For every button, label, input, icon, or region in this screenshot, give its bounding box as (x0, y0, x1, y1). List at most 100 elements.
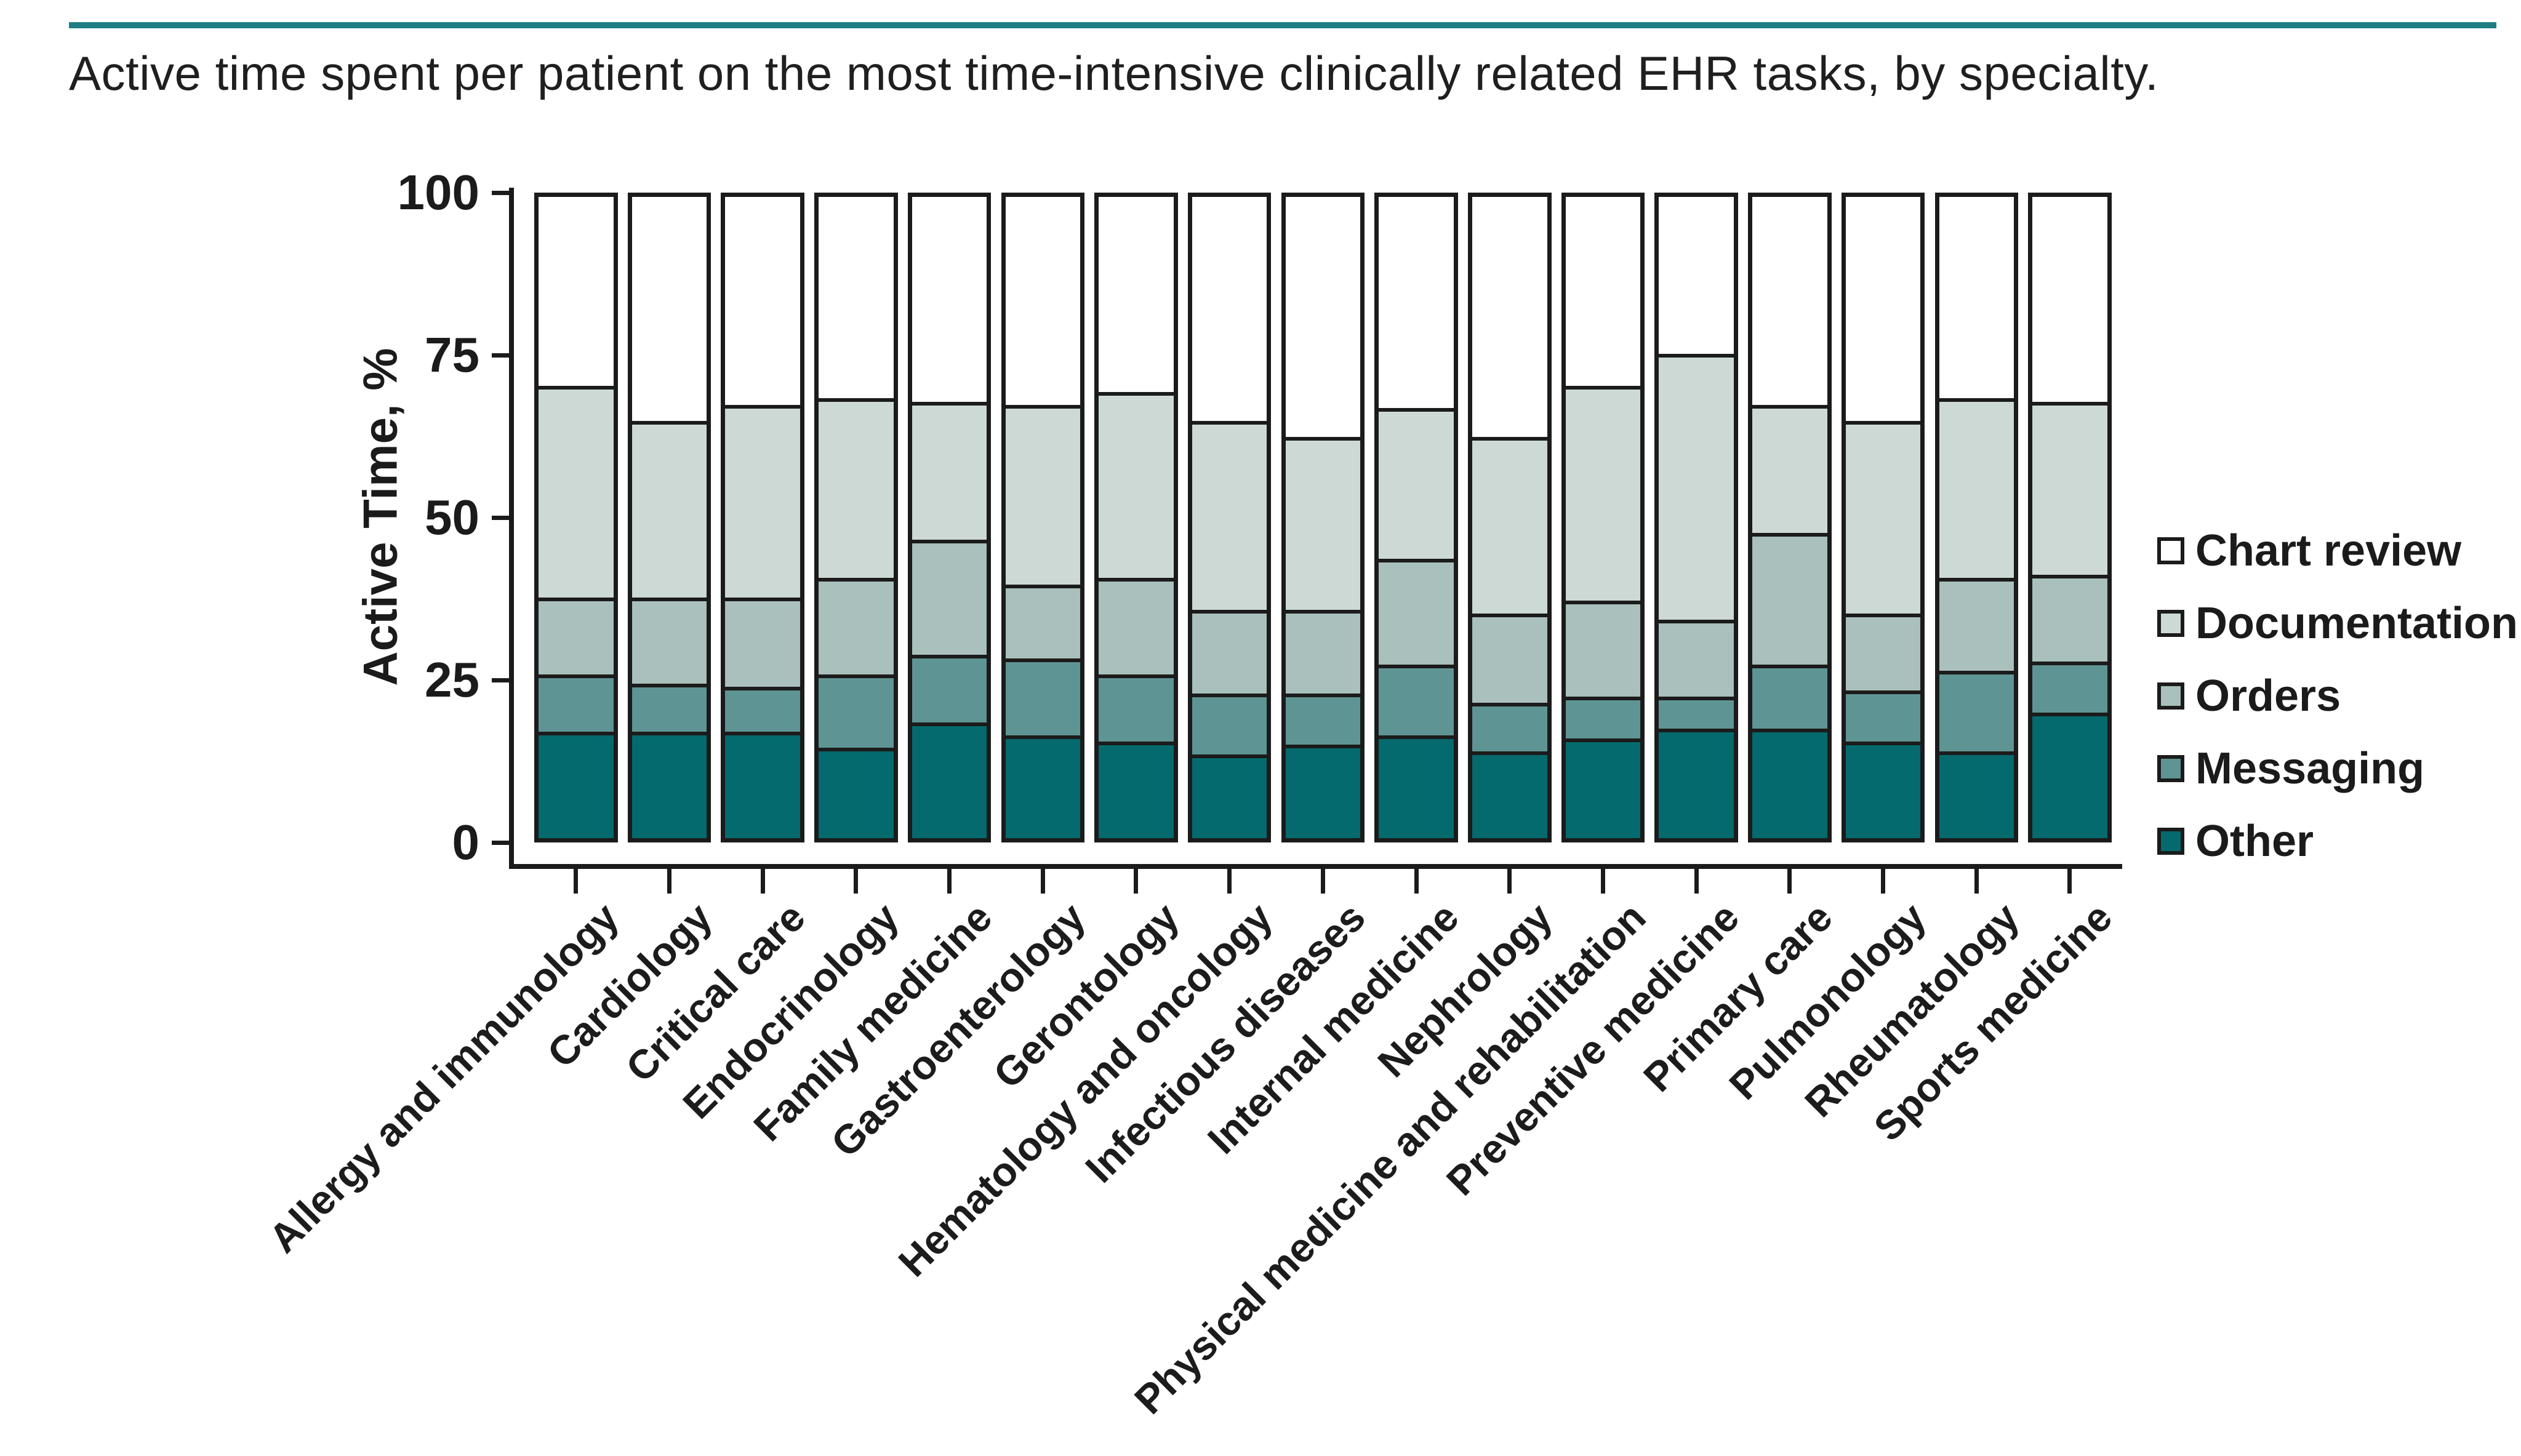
legend-item-other: Other (2157, 805, 2518, 878)
bar-segment-orders (2032, 578, 2107, 665)
y-tick-label: 50 (425, 490, 479, 545)
bar-segment-orders (1845, 617, 1921, 694)
bar-segment-messaging (1192, 697, 1267, 758)
bar-segment-chart-review (1379, 197, 1454, 412)
bar-endocrinology (814, 193, 898, 842)
bar-internal-medicine (1374, 193, 1458, 842)
bar-segment-other (1472, 754, 1547, 838)
legend-label: Messaging (2195, 744, 2425, 793)
y-axis-tick (492, 678, 509, 682)
bar-gastroenterology (1001, 193, 1084, 842)
bar-segment-documentation (1005, 408, 1080, 588)
bar-segment-orders (1752, 537, 1827, 668)
bar-critical-care (721, 193, 804, 842)
bar-sports-medicine (2028, 193, 2112, 842)
bar-segment-other (1845, 745, 1921, 838)
bar-segment-other (539, 735, 614, 838)
y-tick-label: 25 (425, 652, 479, 707)
bar-segment-other (1379, 738, 1454, 838)
x-axis-tick (1974, 869, 1979, 894)
legend-label: Documentation (2195, 599, 2519, 648)
bar-segment-documentation (1379, 412, 1454, 563)
bar-segment-messaging (1005, 662, 1080, 739)
bar-segment-chart-review (819, 197, 894, 402)
bar-segment-chart-review (1192, 196, 1267, 425)
bar-nephrology (1468, 193, 1552, 842)
bar-segment-other (725, 735, 800, 838)
bar-segment-documentation (539, 389, 614, 601)
bar-segment-chart-review (1005, 197, 1080, 409)
x-axis-tick (854, 869, 859, 894)
y-tick-label: 75 (425, 327, 479, 382)
y-tick-label: 0 (452, 815, 480, 870)
bar-segment-chart-review (1472, 196, 1547, 441)
legend-swatch (2157, 828, 2184, 855)
legend-item-orders: Orders (2157, 660, 2518, 732)
bar-segment-other (1099, 745, 1174, 838)
bar-segment-messaging (1285, 697, 1361, 749)
accent-rule (69, 22, 2496, 28)
bar-segment-documentation (1939, 402, 2014, 582)
bar-segment-messaging (1565, 700, 1641, 742)
bar-pulmonology (1841, 193, 1925, 842)
bar-segment-other (819, 751, 894, 838)
bar-segment-other (1192, 758, 1267, 838)
legend-swatch (2157, 537, 2184, 564)
y-axis-tick (492, 191, 509, 195)
bar-gerontology (1094, 193, 1178, 842)
y-axis-tick (492, 841, 509, 845)
bar-preventive-medicine (1654, 193, 1738, 842)
bar-segment-messaging (819, 678, 894, 752)
y-axis-tick (492, 516, 509, 520)
bar-segment-orders (1379, 562, 1454, 668)
x-axis-tick (1600, 869, 1605, 894)
legend-item-messaging: Messaging (2157, 732, 2518, 805)
bar-segment-documentation (1192, 424, 1267, 614)
legend-item-chart-review: Chart review (2157, 514, 2518, 587)
bar-segment-orders (1005, 588, 1080, 662)
y-tick-label: 100 (397, 165, 479, 220)
bar-segment-chart-review (1752, 197, 1827, 409)
x-axis-tick (1227, 869, 1232, 894)
bar-segment-messaging (725, 690, 800, 736)
legend-label: Other (2195, 817, 2314, 866)
bar-segment-chart-review (1939, 196, 2014, 402)
bar-segment-other (1659, 732, 1734, 838)
x-axis-tick (574, 869, 579, 894)
x-axis-tick (667, 869, 671, 894)
bar-cardiology (627, 193, 711, 842)
x-axis-tick (1694, 869, 1699, 894)
bar-segment-chart-review (725, 197, 800, 409)
legend-label: Chart review (2195, 526, 2462, 575)
bar-segment-orders (1659, 623, 1734, 701)
bar-segment-messaging (1099, 678, 1174, 745)
bar-segment-orders (539, 601, 614, 678)
bar-segment-documentation (1472, 440, 1547, 617)
bar-segment-documentation (1565, 389, 1641, 604)
bar-segment-chart-review (1285, 196, 1361, 441)
bar-segment-documentation (1659, 357, 1734, 624)
bar-segment-orders (912, 543, 987, 659)
bar-segment-orders (1939, 582, 2014, 675)
bar-physical-medicine-and-rehabilitation (1561, 193, 1645, 842)
bar-segment-other (1939, 754, 2014, 838)
legend-swatch (2157, 610, 2184, 637)
bar-segment-messaging (1845, 694, 1921, 745)
bar-segment-documentation (1845, 424, 1921, 617)
x-axis-tick (1040, 869, 1045, 894)
bar-segment-orders (1472, 617, 1547, 707)
x-axis-tick (947, 869, 952, 894)
bar-segment-chart-review (1659, 197, 1734, 358)
bar-segment-orders (631, 601, 707, 688)
bar-segment-chart-review (1565, 197, 1641, 390)
bar-segment-documentation (819, 402, 894, 582)
legend-swatch (2157, 682, 2184, 710)
bar-segment-documentation (631, 424, 707, 601)
bar-segment-documentation (1099, 396, 1174, 582)
x-axis-tick (1414, 869, 1419, 894)
bar-primary-care (1748, 193, 1832, 842)
bar-segment-messaging (1939, 674, 2014, 755)
bar-segment-documentation (725, 408, 800, 601)
bar-segment-orders (1285, 614, 1361, 697)
